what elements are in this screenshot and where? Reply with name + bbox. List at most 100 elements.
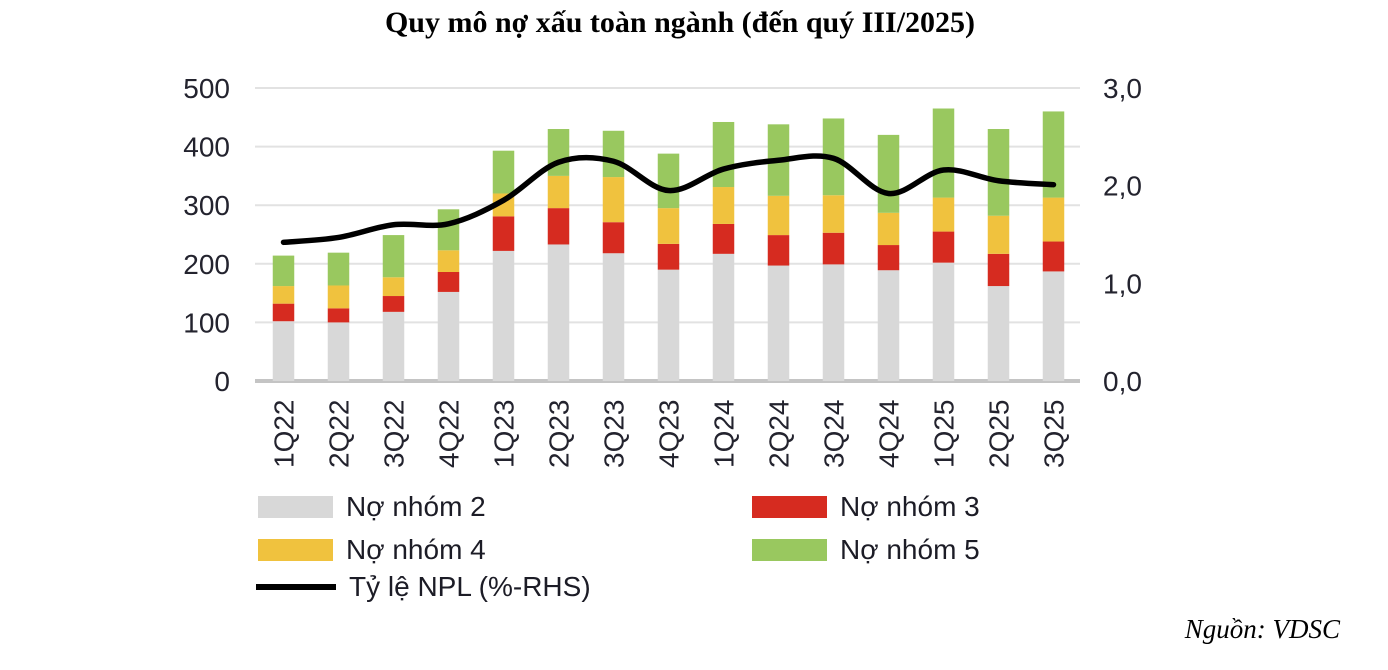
x-axis-category-label: 4Q24	[874, 400, 905, 469]
bar-segment	[382, 277, 405, 297]
bar-segment	[272, 321, 295, 381]
bar-segment	[767, 235, 790, 266]
bar-segment	[492, 250, 515, 381]
left-axis-tick-label: 0	[214, 366, 230, 397]
legend-swatch-gray	[258, 496, 333, 518]
bar-segment	[712, 253, 735, 381]
bar-segment	[932, 231, 955, 263]
bar-segment	[1042, 241, 1065, 272]
x-axis-category-label: 1Q25	[929, 400, 960, 469]
legend-swatch-red	[752, 496, 827, 518]
bar-segment	[657, 208, 680, 244]
source-caption: Nguồn: VDSC	[1184, 614, 1340, 644]
bar-segment	[767, 195, 790, 236]
bar-segment	[987, 129, 1010, 216]
bar-segment	[327, 252, 350, 286]
bar-segment	[712, 187, 735, 224]
legend-item-no-nhom-2: Nợ nhóm 2	[258, 491, 486, 523]
bar-segment	[272, 303, 295, 322]
bar-segment	[327, 322, 350, 381]
bar-segment	[1042, 197, 1065, 242]
right-axis-tick-label: 2,0	[1103, 171, 1142, 202]
bar-segment	[1042, 111, 1065, 198]
legend-label: Nợ nhóm 2	[346, 491, 486, 522]
left-axis-tick-label: 500	[183, 73, 230, 104]
bar-segment	[822, 195, 845, 233]
bar-segment	[382, 311, 405, 381]
right-axis-tick-label: 0,0	[1103, 366, 1142, 397]
bar-segment	[932, 197, 955, 232]
bar-segment	[437, 209, 460, 251]
bar-segment	[1042, 271, 1065, 381]
bar-segment	[492, 150, 515, 194]
x-axis-category-label: 3Q23	[599, 400, 630, 469]
x-axis-category-label: 1Q23	[489, 400, 520, 469]
legend-item-no-nhom-4: Nợ nhóm 4	[258, 534, 486, 566]
bar-segment	[547, 208, 570, 245]
x-axis-category-label: 3Q22	[379, 400, 410, 469]
bar-segment	[877, 245, 900, 271]
bar-segment	[602, 177, 625, 223]
left-axis-tick-label: 400	[183, 132, 230, 163]
bar-segment	[602, 222, 625, 254]
legend-label: Nợ nhóm 3	[840, 491, 980, 522]
left-axis-tick-label: 300	[183, 190, 230, 221]
x-axis-category-label: 2Q22	[324, 400, 355, 469]
bar-segment	[382, 235, 405, 278]
bar-segment	[712, 121, 735, 188]
bar-segment	[767, 265, 790, 381]
right-axis-tick-label: 1,0	[1103, 268, 1142, 299]
legend-label: Nợ nhóm 4	[346, 534, 486, 565]
bar-segment	[987, 286, 1010, 381]
x-axis-category-label: 1Q24	[709, 400, 740, 469]
bar-segment	[657, 153, 680, 209]
chart-title: Quy mô nợ xấu toàn ngành (đến quý III/20…	[384, 6, 976, 39]
bar-segment	[822, 232, 845, 265]
bar-segment	[492, 216, 515, 251]
bar-segment	[877, 270, 900, 381]
legend-label: Nợ nhóm 5	[840, 534, 980, 565]
x-axis-category-label: 3Q24	[819, 400, 850, 469]
bar-segment	[437, 291, 460, 381]
legend-swatch-green	[752, 539, 827, 561]
bar-segment	[272, 286, 295, 304]
legend-item-no-nhom-3: Nợ nhóm 3	[752, 491, 980, 523]
bar-segment	[272, 255, 295, 287]
bar-segment	[327, 308, 350, 323]
bar-segment	[657, 269, 680, 381]
bar-segment	[932, 262, 955, 381]
legend-label: Tỷ lệ NPL (%-RHS)	[349, 571, 591, 602]
bar-segment	[712, 223, 735, 254]
legend-swatch-yellow	[258, 539, 333, 561]
bar-segment	[822, 264, 845, 381]
bar-segment	[547, 175, 570, 209]
left-axis-tick-label: 100	[183, 307, 230, 338]
left-axis-tick-label: 200	[183, 249, 230, 280]
bar-segment	[327, 285, 350, 309]
bar-segment	[602, 253, 625, 381]
bar-segment	[382, 296, 405, 312]
bar-segment	[932, 108, 955, 198]
legend-item-no-nhom-5: Nợ nhóm 5	[752, 534, 980, 566]
bar-segment	[547, 244, 570, 381]
x-axis-category-label: 4Q23	[654, 400, 685, 469]
bar-segment	[877, 134, 900, 213]
bar-segment	[602, 130, 625, 178]
npl-ratio-line	[280, 153, 1057, 246]
bar-segment	[437, 272, 460, 292]
right-axis-tick-label: 3,0	[1103, 73, 1142, 104]
x-axis-category-label: 3Q25	[1039, 400, 1070, 469]
bar-segment	[657, 243, 680, 270]
x-axis-category-label: 2Q23	[544, 400, 575, 469]
legend-line-sample	[256, 584, 336, 590]
legend-item-npl-line: Tỷ lệ NPL (%-RHS)	[256, 571, 591, 603]
x-axis-category-label: 1Q22	[269, 400, 300, 469]
x-axis-category-label: 2Q25	[984, 400, 1015, 469]
bar-segment	[437, 250, 460, 273]
bar-segment	[877, 212, 900, 246]
bar-segment	[987, 215, 1010, 254]
bar-segment	[987, 253, 1010, 287]
x-axis-category-label: 2Q24	[764, 400, 795, 469]
